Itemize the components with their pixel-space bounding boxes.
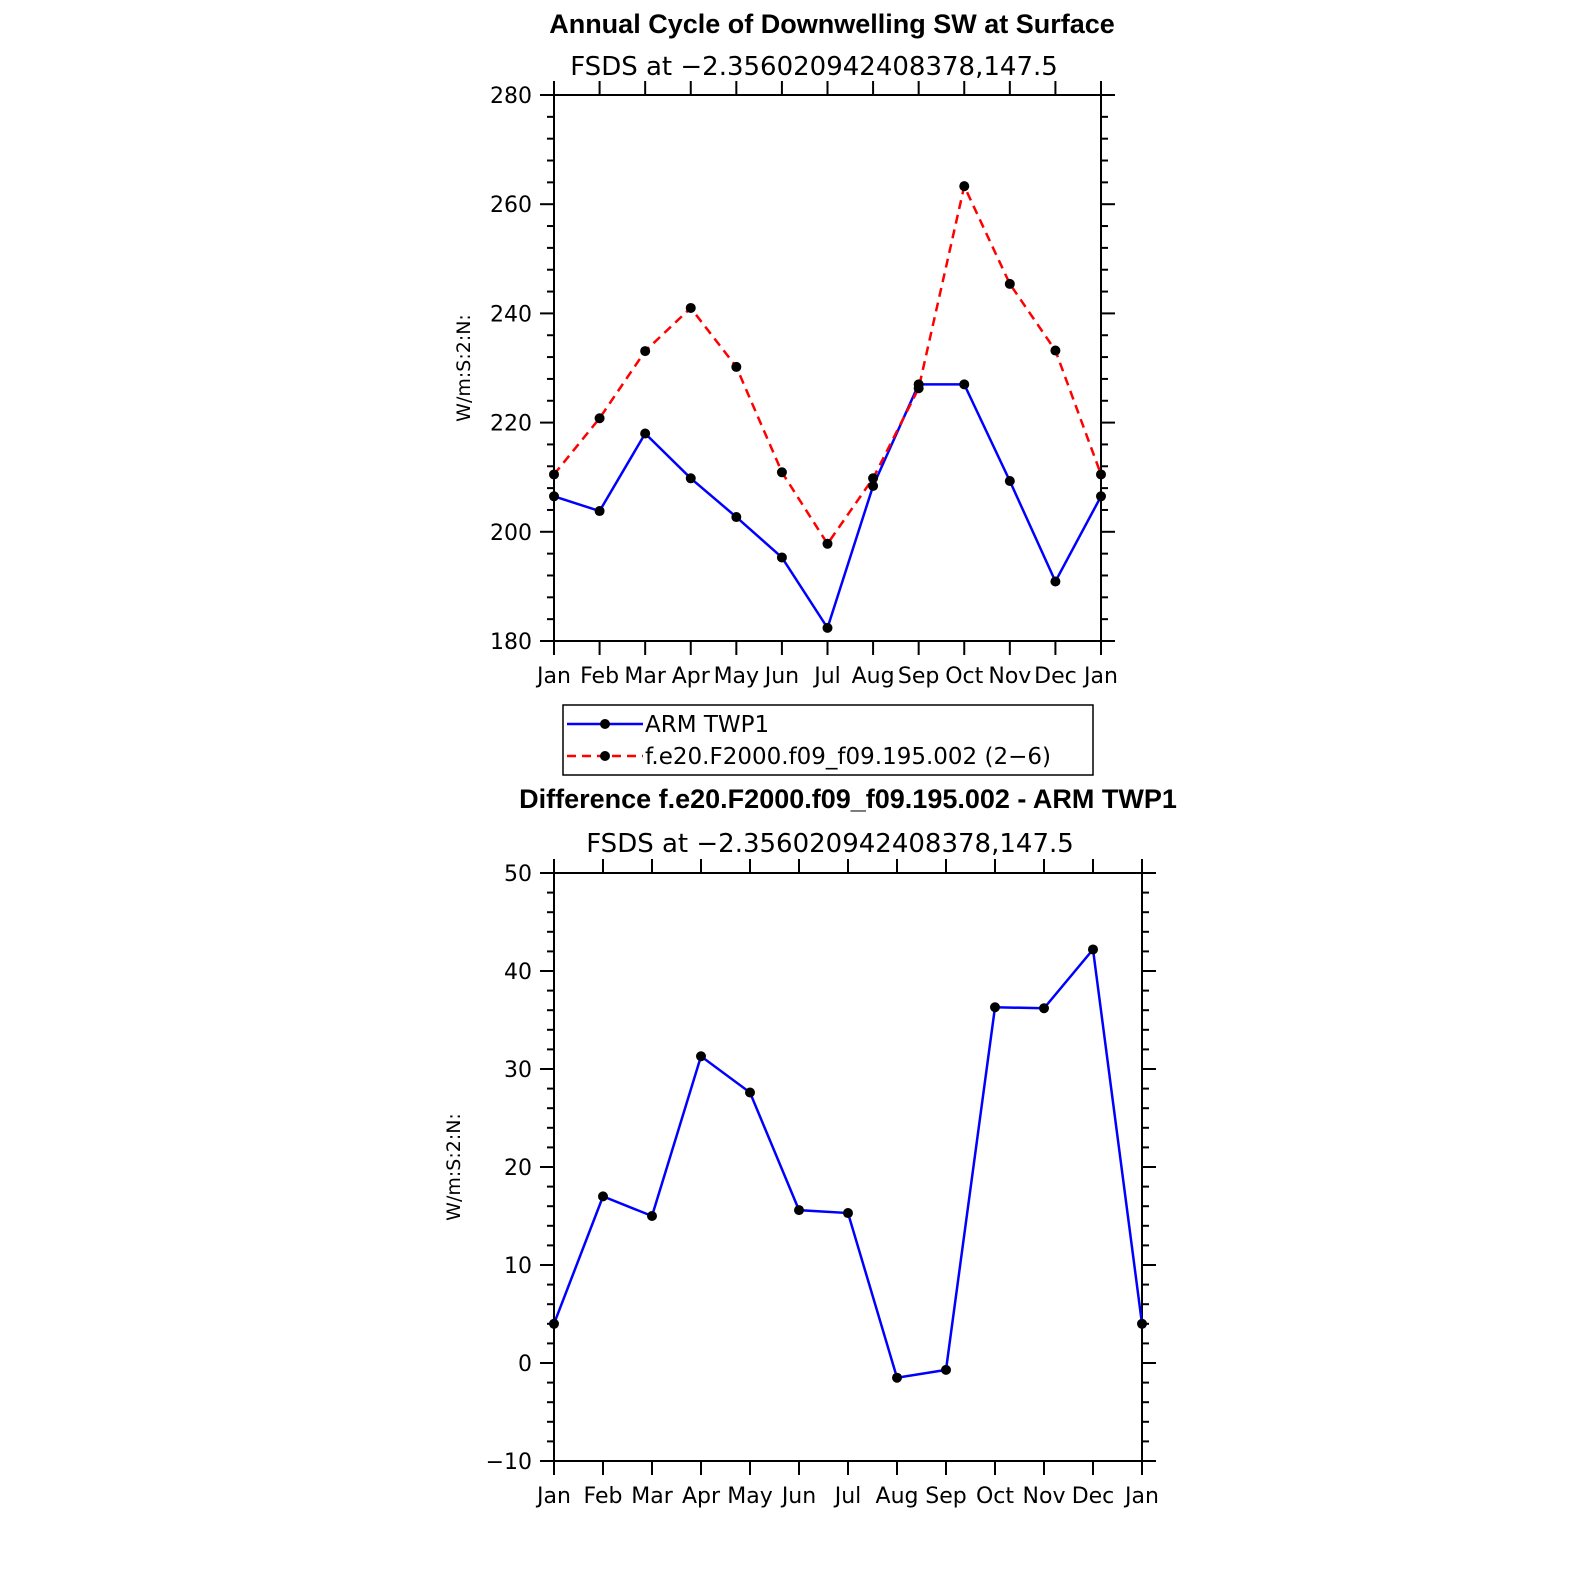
chart2-x-tick-label: Nov	[1023, 1484, 1066, 1509]
chart2-y-tick-label: 50	[504, 862, 532, 887]
chart1-x-tick-label: Oct	[945, 664, 983, 689]
chart2-x-tick-label: Aug	[876, 1484, 919, 1509]
chart1-series-1-point	[1004, 278, 1015, 289]
chart2-series-0-point	[745, 1087, 755, 1098]
chart1-series-0-point	[1096, 491, 1106, 502]
chart1-plot-frame	[553, 94, 1102, 642]
difference-chart: Difference f.e20.F2000.f09_f09.195.002 -…	[443, 784, 1177, 1509]
chart2-y-tick-label: 30	[504, 1058, 532, 1083]
chart2-series-0-point	[941, 1364, 951, 1375]
chart2-series-0-point	[598, 1191, 608, 1202]
chart2-subtitle: FSDS at −2.356020942408378,147.5	[586, 829, 1074, 859]
chart1-x-tick-label: Mar	[624, 664, 666, 689]
chart1-x-tick-label: Jun	[763, 664, 799, 689]
chart2-x-tick-label: May	[727, 1484, 772, 1509]
chart1-y-tick-label: 200	[490, 521, 532, 546]
chart1-subtitle: FSDS at −2.356020942408378,147.5	[570, 52, 1058, 82]
chart1-x-tick-label: Dec	[1034, 664, 1077, 689]
chart1-series-1-line	[553, 182, 1103, 547]
chart1-x-tick-label: Aug	[852, 664, 895, 689]
chart1-series-0-point	[594, 506, 605, 517]
chart2-x-tick-label: Mar	[631, 1484, 673, 1509]
chart1-series-1-point	[959, 181, 970, 192]
chart2-series-0-point	[549, 1318, 559, 1329]
chart1-x-tick-label: Apr	[672, 664, 711, 689]
chart1-series-1-point	[685, 302, 696, 313]
chart2-x-tick-label: Jul	[833, 1484, 862, 1509]
chart2-y-tick-label: 10	[504, 1254, 532, 1279]
chart1-series-0-line	[553, 383, 1103, 631]
chart2-x-tick-label: Feb	[584, 1484, 623, 1509]
chart1-series-1-point	[913, 383, 924, 394]
chart2-y-tick-label: 20	[504, 1156, 532, 1181]
chart1-x-tick-label: Jan	[1082, 664, 1118, 689]
chart1-y-tick-label: 240	[490, 302, 532, 327]
chart2-y-tick-label: 40	[504, 960, 532, 985]
chart1-series-1-point	[822, 538, 833, 549]
chart2-series-0-point	[794, 1205, 804, 1216]
chart2-x-tick-label: Apr	[682, 1484, 721, 1509]
chart2-series-0-point	[843, 1208, 853, 1219]
chart2-series-0-point	[1088, 944, 1098, 955]
chart1-series-0-point	[1050, 576, 1061, 587]
legend-label-model: f.e20.F2000.f09_f09.195.002 (2−6)	[645, 744, 1051, 770]
chart1-series-0-point	[549, 491, 559, 502]
legend-box	[562, 704, 1094, 776]
chart1-series-1-point	[868, 473, 879, 484]
chart2-series-0-point	[1039, 1003, 1049, 1014]
chart2-y-tick-label: 0	[518, 1352, 532, 1377]
chart1-y-tick-label: 180	[490, 630, 532, 655]
chart1-legend: ARM TWP1 f.e20.F2000.f09_f09.195.002 (2−…	[562, 704, 1094, 776]
chart1-series-1-point	[731, 361, 742, 372]
chart2-title: Difference f.e20.F2000.f09_f09.195.002 -…	[519, 784, 1177, 814]
legend-label-arm-twp1: ARM TWP1	[645, 712, 769, 738]
chart1-series-1-point	[1096, 469, 1106, 480]
legend-marker-arm-twp1	[600, 719, 610, 729]
chart2-y-tick-label: −10	[486, 1450, 532, 1475]
chart2-x-tick-label: Jun	[780, 1484, 816, 1509]
chart1-series-0-point	[868, 480, 879, 491]
chart1-series-0-point	[822, 622, 833, 633]
chart2-y-axis-label: W/m:S:2:N:	[443, 1113, 465, 1221]
chart1-series-0-point	[640, 428, 651, 439]
chart1-series-0-point	[731, 512, 742, 523]
annual-cycle-chart: Annual Cycle of Downwelling SW at Surfac…	[453, 9, 1118, 776]
chart1-series-1-point	[594, 413, 605, 424]
chart2-series-0-point	[647, 1211, 657, 1221]
chart1-y-tick-label: 280	[490, 84, 532, 109]
chart1-x-tick-label: May	[714, 664, 759, 689]
chart1-series-0-point	[685, 473, 696, 484]
chart1-series-1-point	[549, 469, 559, 480]
chart1-series-0-point	[959, 379, 970, 390]
chart2-x-tick-label: Oct	[976, 1484, 1014, 1509]
chart1-x-tick-label: Sep	[898, 664, 939, 689]
chart2-series-0-point	[1137, 1318, 1147, 1329]
chart2-series-0-point	[696, 1051, 706, 1062]
chart1-series-1-point	[1050, 345, 1061, 356]
chart1-y-tick-label: 260	[490, 193, 532, 218]
chart1-series-1-point	[776, 467, 787, 478]
chart2-x-tick-label: Dec	[1072, 1484, 1115, 1509]
chart1-title: Annual Cycle of Downwelling SW at Surfac…	[549, 9, 1115, 39]
chart1-y-axis-label: W/m:S:2:N:	[453, 314, 475, 422]
chart1-series-1-point	[640, 346, 651, 357]
chart2-series-0-point	[892, 1372, 902, 1383]
chart2-plot-frame	[553, 872, 1143, 1462]
chart2-x-tick-label: Sep	[925, 1484, 966, 1509]
chart1-x-tick-label: Feb	[580, 664, 619, 689]
chart1-y-tick-label: 220	[490, 412, 532, 437]
chart2-series-0-point	[990, 1002, 1000, 1013]
chart1-series-0-point	[776, 552, 787, 563]
chart2-x-tick-label: Jan	[1123, 1484, 1159, 1509]
chart1-series-0-point	[1004, 476, 1015, 487]
chart1-x-tick-label: Jul	[812, 664, 841, 689]
chart2-x-tick-label: Jan	[535, 1484, 571, 1509]
chart1-x-tick-label: Nov	[988, 664, 1031, 689]
legend-marker-model	[600, 751, 610, 761]
chart2-series-0-line	[552, 946, 1144, 1380]
chart1-x-tick-label: Jan	[535, 664, 571, 689]
